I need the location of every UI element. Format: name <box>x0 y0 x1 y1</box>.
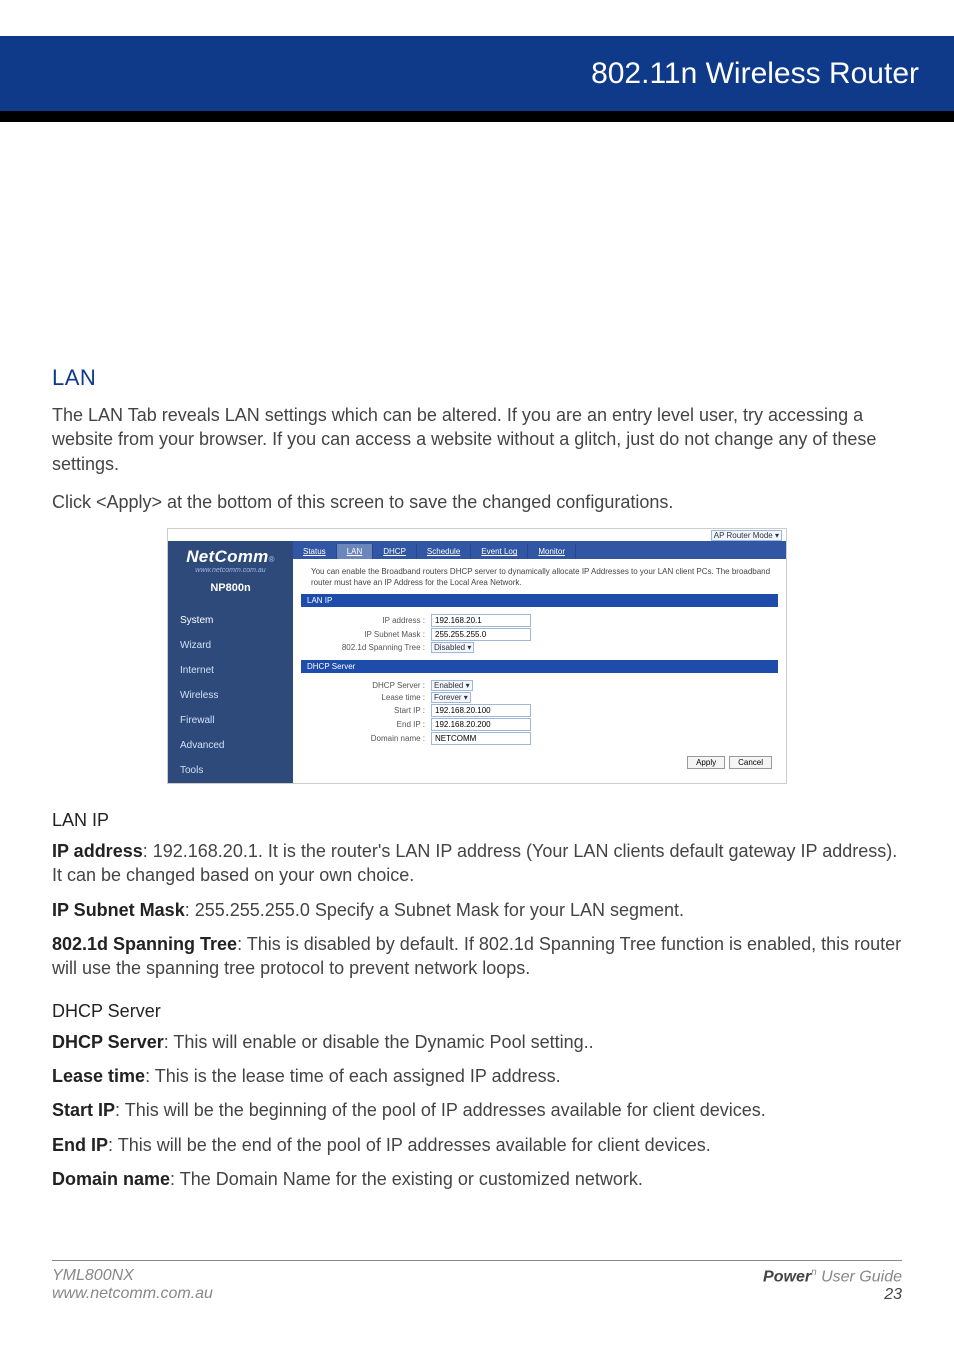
tab-monitor[interactable]: Monitor <box>528 544 576 559</box>
tab-status[interactable]: Status <box>293 544 337 559</box>
footer-pagenum: 23 <box>763 1286 902 1304</box>
logo-url: www.netcomm.com.au <box>168 567 293 574</box>
span-desc: 802.1d Spanning Tree: This is disabled b… <box>52 932 902 981</box>
section-intro: The LAN Tab reveals LAN settings which c… <box>52 403 902 476</box>
logo: NetComm® <box>168 541 293 567</box>
main-panel: Status LAN DHCP Schedule Event Log Monit… <box>293 541 786 783</box>
domain-desc: Domain name: The Domain Name for the exi… <box>52 1167 902 1191</box>
cancel-button[interactable]: Cancel <box>729 756 772 769</box>
startip-input[interactable] <box>431 704 531 717</box>
footer-model: YML800NX <box>52 1267 213 1285</box>
mask-input[interactable] <box>431 628 531 641</box>
page-footer: YML800NX www.netcomm.com.au Powern User … <box>52 1260 902 1304</box>
footer-right: Powern User Guide 23 <box>763 1267 902 1304</box>
startip-label: Start IP : <box>301 706 431 715</box>
router-screenshot: AP Router Mode ▾ NetComm® www.netcomm.co… <box>167 528 787 784</box>
nav-wizard[interactable]: Wizard <box>168 633 293 658</box>
endip-label: End IP : <box>301 720 431 729</box>
page-content: LAN The LAN Tab reveals LAN settings whi… <box>52 365 902 1201</box>
model-label: NP800n <box>168 578 293 608</box>
mode-bar: AP Router Mode ▾ <box>168 529 786 541</box>
lanip-heading: LAN IP <box>52 810 902 831</box>
panel-description: You can enable the Broadband routers DHC… <box>293 559 786 594</box>
nav-system[interactable]: System <box>168 608 293 633</box>
span-label: 802.1d Spanning Tree : <box>301 643 431 652</box>
lease-label: Lease time : <box>301 693 431 702</box>
tab-schedule[interactable]: Schedule <box>417 544 471 559</box>
lanip-form: IP address : IP Subnet Mask : 802.1d Spa… <box>293 611 786 660</box>
nav-wireless[interactable]: Wireless <box>168 683 293 708</box>
nav-advanced[interactable]: Advanced <box>168 733 293 758</box>
dhcp-form: DHCP Server :Enabled ▾ Lease time :Forev… <box>293 677 786 752</box>
lanip-header: LAN IP <box>301 594 778 607</box>
dhcp-heading: DHCP Server <box>52 1001 902 1022</box>
apply-button[interactable]: Apply <box>687 756 725 769</box>
span-select[interactable]: Disabled ▾ <box>431 642 474 653</box>
header-title: 802.11n Wireless Router <box>591 57 919 91</box>
apply-note: Click <Apply> at the bottom of this scre… <box>52 490 902 514</box>
dhcp-header: DHCP Server <box>301 660 778 673</box>
dhcp-server-select[interactable]: Enabled ▾ <box>431 680 473 691</box>
header-strip <box>0 111 954 122</box>
section-heading: LAN <box>52 365 902 391</box>
header-band: 802.11n Wireless Router <box>0 36 954 111</box>
tab-eventlog[interactable]: Event Log <box>471 544 528 559</box>
tabs-bar: Status LAN DHCP Schedule Event Log Monit… <box>293 541 786 559</box>
footer-url: www.netcomm.com.au <box>52 1285 213 1303</box>
startip-desc: Start IP: This will be the beginning of … <box>52 1098 902 1122</box>
lease-desc: Lease time: This is the lease time of ea… <box>52 1064 902 1088</box>
domain-label: Domain name : <box>301 734 431 743</box>
footer-brand: Power <box>763 1268 811 1285</box>
endip-input[interactable] <box>431 718 531 731</box>
ip-desc: IP address: 192.168.20.1. It is the rout… <box>52 839 902 888</box>
tab-lan[interactable]: LAN <box>337 544 374 559</box>
footer-left: YML800NX www.netcomm.com.au <box>52 1267 213 1304</box>
tab-dhcp[interactable]: DHCP <box>373 544 417 559</box>
endip-desc: End IP: This will be the end of the pool… <box>52 1133 902 1157</box>
dhcp-server-desc: DHCP Server: This will enable or disable… <box>52 1030 902 1054</box>
ip-label: IP address : <box>301 616 431 625</box>
mode-select[interactable]: AP Router Mode ▾ <box>711 530 782 541</box>
domain-input[interactable] <box>431 732 531 745</box>
nav-firewall[interactable]: Firewall <box>168 708 293 733</box>
mask-label: IP Subnet Mask : <box>301 630 431 639</box>
dhcp-server-label: DHCP Server : <box>301 681 431 690</box>
footer-guide: User Guide <box>817 1268 902 1285</box>
lease-select[interactable]: Forever ▾ <box>431 692 471 703</box>
ip-input[interactable] <box>431 614 531 627</box>
mask-desc: IP Subnet Mask: 255.255.255.0 Specify a … <box>52 898 902 922</box>
nav-tools[interactable]: Tools <box>168 758 293 783</box>
sidebar: NetComm® www.netcomm.com.au NP800n Syste… <box>168 541 293 783</box>
nav-internet[interactable]: Internet <box>168 658 293 683</box>
